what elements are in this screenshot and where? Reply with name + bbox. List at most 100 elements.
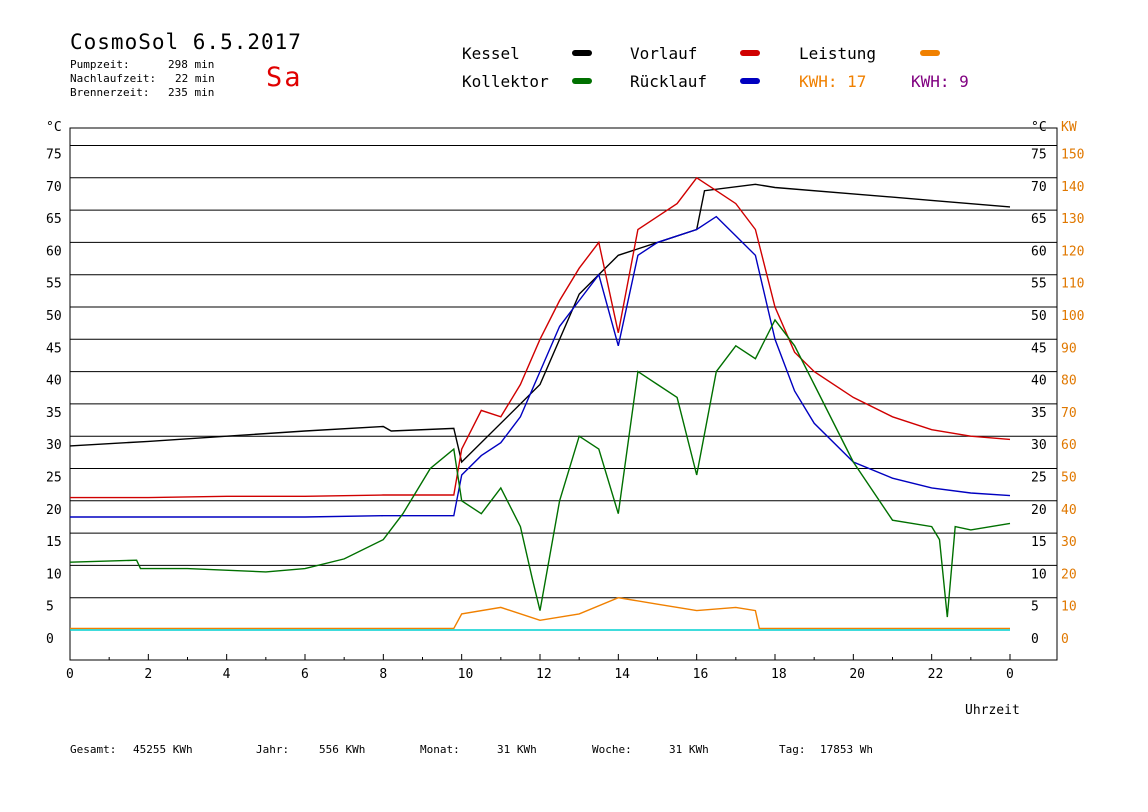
y-tick-label-right: 20 bbox=[1031, 503, 1047, 518]
legend-leistung-swatch bbox=[920, 50, 940, 56]
y-tick-label-left: 75 bbox=[46, 148, 62, 163]
footer-jahr-label: Jahr: bbox=[256, 743, 290, 756]
y-tick-label-right: 55 bbox=[1031, 277, 1047, 292]
y-tick-label-left: 45 bbox=[46, 341, 62, 356]
y-tick-label-right: 15 bbox=[1031, 535, 1047, 550]
y-tick-label-left: 55 bbox=[46, 277, 62, 292]
nachlaufzeit-label: Nachlaufzeit: bbox=[70, 72, 157, 85]
series-ruecklauf-line bbox=[70, 215, 1011, 518]
legend-kwh-secondary: KWH: 9 bbox=[911, 72, 969, 91]
kw-tick-label: 140 bbox=[1061, 180, 1084, 195]
footer-tag-value: 17853 Wh bbox=[820, 743, 873, 756]
right-unit-label: °C bbox=[1031, 120, 1047, 135]
series-vorlauf-line bbox=[70, 176, 1011, 499]
series-leistung-line bbox=[70, 596, 1010, 630]
y-tick-label-left: 5 bbox=[46, 600, 54, 615]
kw-tick-label: 100 bbox=[1061, 309, 1084, 324]
x-tick-label: 20 bbox=[849, 667, 865, 682]
y-tick-label-left: 35 bbox=[46, 406, 62, 421]
y-tick-label-left: 70 bbox=[46, 180, 62, 195]
kw-tick-label: 110 bbox=[1061, 277, 1084, 292]
legend-leistung: Leistung bbox=[799, 44, 877, 63]
x-tick-label: 10 bbox=[458, 667, 474, 682]
footer-gesamt-label: Gesamt: bbox=[70, 743, 117, 756]
y-tick-label-right: 30 bbox=[1031, 438, 1047, 453]
x-tick-label: 14 bbox=[614, 667, 630, 682]
y-tick-label-right: 10 bbox=[1031, 567, 1047, 582]
x-tick-label: 18 bbox=[771, 667, 787, 682]
footer-tag-label: Tag: bbox=[779, 743, 806, 756]
kw-tick-label: 20 bbox=[1061, 567, 1077, 582]
footer-gesamt-value: 45255 KWh bbox=[133, 743, 193, 756]
y-tick-label-right: 50 bbox=[1031, 309, 1047, 324]
x-tick-label: 4 bbox=[223, 667, 231, 682]
y-tick-label-right: 75 bbox=[1031, 148, 1047, 163]
y-tick-label-left: 40 bbox=[46, 374, 62, 389]
chart-title: CosmoSol 6.5.2017 bbox=[70, 30, 302, 54]
kw-tick-label: 80 bbox=[1061, 374, 1077, 389]
y-tick-label-left: 0 bbox=[46, 632, 54, 647]
legend-kessel-swatch bbox=[572, 50, 592, 56]
kw-tick-label: 10 bbox=[1061, 600, 1077, 615]
left-unit-label: °C bbox=[46, 120, 62, 135]
y-tick-label-right: 65 bbox=[1031, 212, 1047, 227]
kw-unit-label: KW bbox=[1061, 120, 1077, 135]
x-tick-label: 2 bbox=[144, 667, 152, 682]
kw-tick-label: 70 bbox=[1061, 406, 1077, 421]
brennerzeit-label: Brennerzeit: bbox=[70, 86, 150, 99]
y-tick-label-right: 40 bbox=[1031, 374, 1047, 389]
x-tick-label: 6 bbox=[301, 667, 309, 682]
legend-ruecklauf: Rücklauf bbox=[630, 72, 708, 91]
y-tick-label-left: 15 bbox=[46, 535, 62, 550]
nachlaufzeit-value: 22 min bbox=[175, 72, 215, 85]
legend-vorlauf-swatch bbox=[740, 50, 760, 56]
kw-tick-label: 60 bbox=[1061, 438, 1077, 453]
legend-kessel: Kessel bbox=[462, 44, 520, 63]
pumpzeit-value: 298 min bbox=[168, 58, 215, 71]
footer-monat-value: 31 KWh bbox=[497, 743, 537, 756]
footer-woche-value: 31 KWh bbox=[669, 743, 709, 756]
kw-tick-label: 50 bbox=[1061, 471, 1077, 486]
legend-kollektor-swatch bbox=[572, 78, 592, 84]
footer-jahr-value: 556 KWh bbox=[319, 743, 366, 756]
kw-tick-label: 40 bbox=[1061, 503, 1077, 518]
x-tick-label: 8 bbox=[379, 667, 387, 682]
y-tick-label-right: 0 bbox=[1031, 632, 1039, 647]
y-tick-label-left: 30 bbox=[46, 438, 62, 453]
y-tick-label-right: 70 bbox=[1031, 180, 1047, 195]
y-tick-label-left: 25 bbox=[46, 471, 62, 486]
y-tick-label-left: 60 bbox=[46, 244, 62, 259]
footer-monat-label: Monat: bbox=[420, 743, 460, 756]
legend-kollektor: Kollektor bbox=[462, 72, 549, 91]
weekday-label: Sa bbox=[266, 62, 303, 93]
kw-tick-label: 130 bbox=[1061, 212, 1084, 227]
plot-frame bbox=[69, 127, 1058, 661]
x-axis-label: Uhrzeit bbox=[965, 703, 1020, 718]
series-kollektor-line bbox=[69, 318, 1011, 618]
y-tick-label-left: 50 bbox=[46, 309, 62, 324]
x-tick-label: 0 bbox=[66, 667, 74, 682]
x-tick-label: 22 bbox=[928, 667, 944, 682]
y-tick-label-right: 5 bbox=[1031, 600, 1039, 615]
y-tick-label-right: 60 bbox=[1031, 244, 1047, 259]
kw-tick-label: 90 bbox=[1061, 341, 1077, 356]
kw-tick-label: 150 bbox=[1061, 148, 1084, 163]
y-tick-label-right: 25 bbox=[1031, 471, 1047, 486]
x-tick-label: 0 bbox=[1006, 667, 1014, 682]
legend-kwh-leistung: KWH: 17 bbox=[799, 72, 867, 91]
x-tick-label: 16 bbox=[693, 667, 709, 682]
x-tick-label: 12 bbox=[536, 667, 552, 682]
kw-tick-label: 0 bbox=[1061, 632, 1069, 647]
y-tick-label-right: 35 bbox=[1031, 406, 1047, 421]
kw-tick-label: 120 bbox=[1061, 244, 1084, 259]
series-kessel-line bbox=[69, 183, 1011, 464]
kw-tick-label: 30 bbox=[1061, 535, 1077, 550]
y-tick-label-left: 65 bbox=[46, 212, 62, 227]
legend-vorlauf: Vorlauf bbox=[630, 44, 698, 63]
y-tick-label-left: 10 bbox=[46, 567, 62, 582]
brennerzeit-value: 235 min bbox=[168, 86, 215, 99]
y-tick-label-right: 45 bbox=[1031, 341, 1047, 356]
pumpzeit-label: Pumpzeit: bbox=[70, 58, 130, 71]
footer-woche-label: Woche: bbox=[592, 743, 632, 756]
